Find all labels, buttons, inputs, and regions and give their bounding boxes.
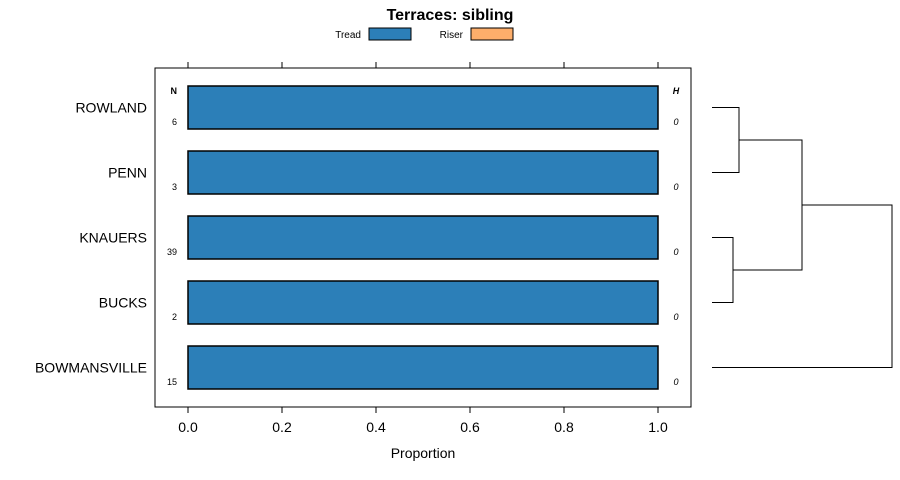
n-value: 6 (172, 117, 177, 127)
x-tick-label: 0.4 (366, 419, 386, 435)
n-value: 15 (167, 377, 177, 387)
h-header: H (673, 86, 680, 96)
category-label: PENN (108, 165, 147, 181)
plot-frame (154, 67, 692, 408)
x-tick-label: 0.6 (460, 419, 480, 435)
dendrogram-branch (712, 204, 893, 368)
h-value: 0 (673, 247, 678, 257)
axes: 0.0 0.2 0.4 0.6 0.8 1.0 (178, 62, 668, 435)
bar-tread (187, 280, 659, 325)
n-value: 2 (172, 312, 177, 322)
h-value: 0 (673, 377, 678, 387)
x-tick-label: 0.0 (178, 419, 198, 435)
bar-rows: ROWLAND 6 0 PENN 3 0 KNAUERS 39 0 BUCKS 2 0 BOWMANSV… (35, 85, 679, 390)
legend-label-riser: Riser (440, 30, 464, 41)
x-tick-label: 0.2 (272, 419, 292, 435)
bar-tread (187, 85, 659, 130)
legend: Tread Riser (335, 27, 514, 41)
x-tick-label: 1.0 (648, 419, 668, 435)
n-header: N (171, 86, 178, 96)
chart-title: Terraces: sibling (387, 7, 514, 24)
legend-swatch-riser (470, 27, 514, 41)
category-label: BOWMANSVILLE (35, 360, 147, 376)
bar-tread (187, 345, 659, 390)
bar-tread (187, 215, 659, 260)
dendrogram-branch (712, 237, 734, 303)
category-label: BUCKS (99, 295, 147, 311)
x-tick-label: 0.8 (554, 419, 574, 435)
legend-swatch-tread (368, 27, 412, 41)
n-value: 3 (172, 182, 177, 192)
legend-label-tread: Tread (335, 30, 361, 41)
category-label: KNAUERS (79, 230, 147, 246)
h-value: 0 (673, 312, 678, 322)
category-label: ROWLAND (75, 100, 147, 116)
dendrogram-branch (712, 107, 740, 173)
dendrogram-branch (733, 139, 803, 271)
h-value: 0 (673, 182, 678, 192)
n-value: 39 (167, 247, 177, 257)
dendrogram (712, 107, 893, 368)
h-value: 0 (673, 117, 678, 127)
x-axis-label: Proportion (391, 445, 456, 461)
bar-tread (187, 150, 659, 195)
